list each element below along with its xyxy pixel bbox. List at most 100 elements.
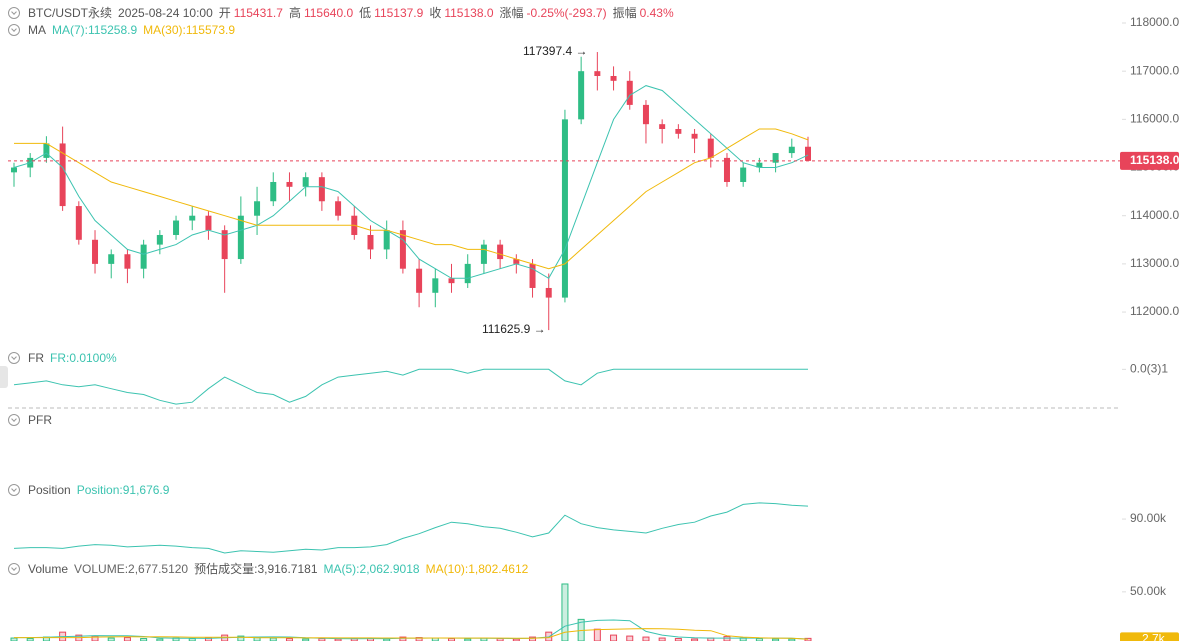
candle-body — [464, 263, 471, 284]
candle-body — [756, 162, 763, 168]
candle-body — [578, 71, 585, 120]
volume-bar — [415, 637, 423, 641]
field-value: 115138.0 — [444, 6, 494, 20]
y-tick-label: 90.00k — [1130, 511, 1167, 525]
candle-body — [529, 263, 536, 288]
candle-body — [108, 254, 115, 264]
annotation: 111625.9 → — [482, 322, 546, 336]
time: 2025-08-24 10:00 — [118, 6, 213, 20]
legend-entry: FR:0.0100% — [50, 351, 117, 365]
candle-body — [788, 146, 795, 154]
candle-body — [92, 239, 99, 264]
candle-body — [367, 234, 374, 250]
legend-entry: MA(5):2,062.9018 — [323, 562, 420, 576]
candle-body — [723, 157, 730, 182]
candle-body — [659, 124, 666, 129]
volume-bar — [626, 635, 634, 641]
candle-body — [59, 143, 66, 207]
candle-body — [173, 220, 180, 235]
y-tick-label: 0.0(3)1 — [1130, 362, 1168, 376]
header: BTC/USDT永续 2025-08-24 10:00 开 115431.7 高 1156… — [8, 6, 674, 20]
y-tick-label: 113000.0 — [1130, 256, 1179, 270]
icon — [8, 352, 20, 364]
series-line — [13, 368, 808, 405]
price-label-box — [1120, 151, 1179, 170]
field-label: 低 — [359, 6, 372, 20]
legend-title: Volume — [28, 562, 69, 576]
field-label: 开 — [218, 6, 231, 20]
volume-label: 2.7k — [1142, 632, 1166, 641]
candle-body — [642, 104, 649, 125]
candle-body — [805, 146, 811, 161]
legend-entry: VOLUME:2,677.5120 — [74, 562, 189, 576]
candle-body — [75, 206, 82, 240]
legend: Volume VOLUME:2,677.5120 预估成交量:3,916.7181 M… — [8, 562, 528, 576]
field-value: 115137.9 — [374, 6, 424, 20]
price-label: 115138.0 — [1130, 153, 1179, 167]
candle-body — [205, 215, 212, 231]
candle-body — [610, 76, 617, 81]
candle-body — [237, 215, 244, 260]
field: 涨幅 -0.25%(-293.7) — [500, 6, 607, 20]
legend-entry: MA(10):1,802.4612 — [425, 562, 529, 576]
field: 振幅 0.43% — [613, 6, 674, 20]
field: 收 115138.0 — [429, 6, 493, 20]
volume-bar — [123, 637, 131, 641]
volume-bar — [723, 636, 731, 641]
series-line — [13, 502, 809, 554]
volume-bar — [529, 636, 537, 641]
legend-entry: MA(7):115258.9 — [52, 23, 138, 37]
y-tick-label: 50.00k — [1130, 584, 1167, 598]
candle-body — [561, 119, 568, 298]
annotation: 117397.4 → — [523, 44, 588, 58]
icon — [8, 563, 20, 575]
legend-title: Position — [28, 483, 71, 497]
candle-body — [383, 230, 390, 250]
ma-line — [13, 85, 809, 279]
candle-body — [221, 230, 228, 260]
field: 低 115137.9 — [359, 6, 423, 20]
icon — [8, 24, 20, 36]
field-label: 收 — [429, 6, 442, 20]
candle-body — [772, 153, 779, 163]
field-label: 振幅 — [612, 6, 637, 20]
candle-body — [691, 133, 698, 139]
field-value: 115431.7 — [233, 6, 283, 20]
candle-body — [270, 181, 277, 202]
candle-body — [594, 71, 601, 76]
field-label: 高 — [288, 6, 301, 20]
volume-bar — [593, 628, 601, 641]
candle-body — [545, 287, 552, 298]
volume-label-box — [1120, 632, 1179, 641]
volume-bar — [642, 636, 650, 641]
legend: MA MA(7):115258.9 MA(30):115573.9 — [8, 23, 235, 37]
legend: PFR — [8, 413, 52, 427]
y-tick-label: 117000.0 — [1130, 63, 1179, 77]
collapse-tab[interactable] — [0, 366, 8, 388]
candle-body — [513, 259, 520, 264]
icon — [8, 484, 20, 496]
candle-body — [675, 128, 682, 134]
legend-entry: 预估成交量:3,916.7181 — [194, 562, 318, 576]
candle-body — [432, 278, 439, 293]
y-tick-label: 114000.0 — [1130, 208, 1179, 222]
symbol: BTC/USDT永续 — [28, 6, 113, 20]
ma-line — [14, 628, 809, 640]
y-tick-label: 118000.0 — [1130, 15, 1179, 29]
field-value: 0.43% — [639, 6, 674, 20]
candle-body — [399, 230, 406, 269]
volume-bar — [399, 636, 407, 641]
candle-body — [626, 80, 633, 105]
field: 开 115431.7 — [219, 6, 283, 20]
candle-body — [286, 181, 293, 187]
icon — [8, 414, 20, 426]
candle-body — [124, 254, 131, 269]
legend-title: MA — [28, 23, 46, 37]
y-tick-label: 112000.0 — [1130, 304, 1179, 318]
candle-body — [302, 177, 309, 187]
candle-body — [740, 167, 747, 182]
candle-body — [189, 215, 196, 221]
candle-body — [156, 234, 163, 245]
